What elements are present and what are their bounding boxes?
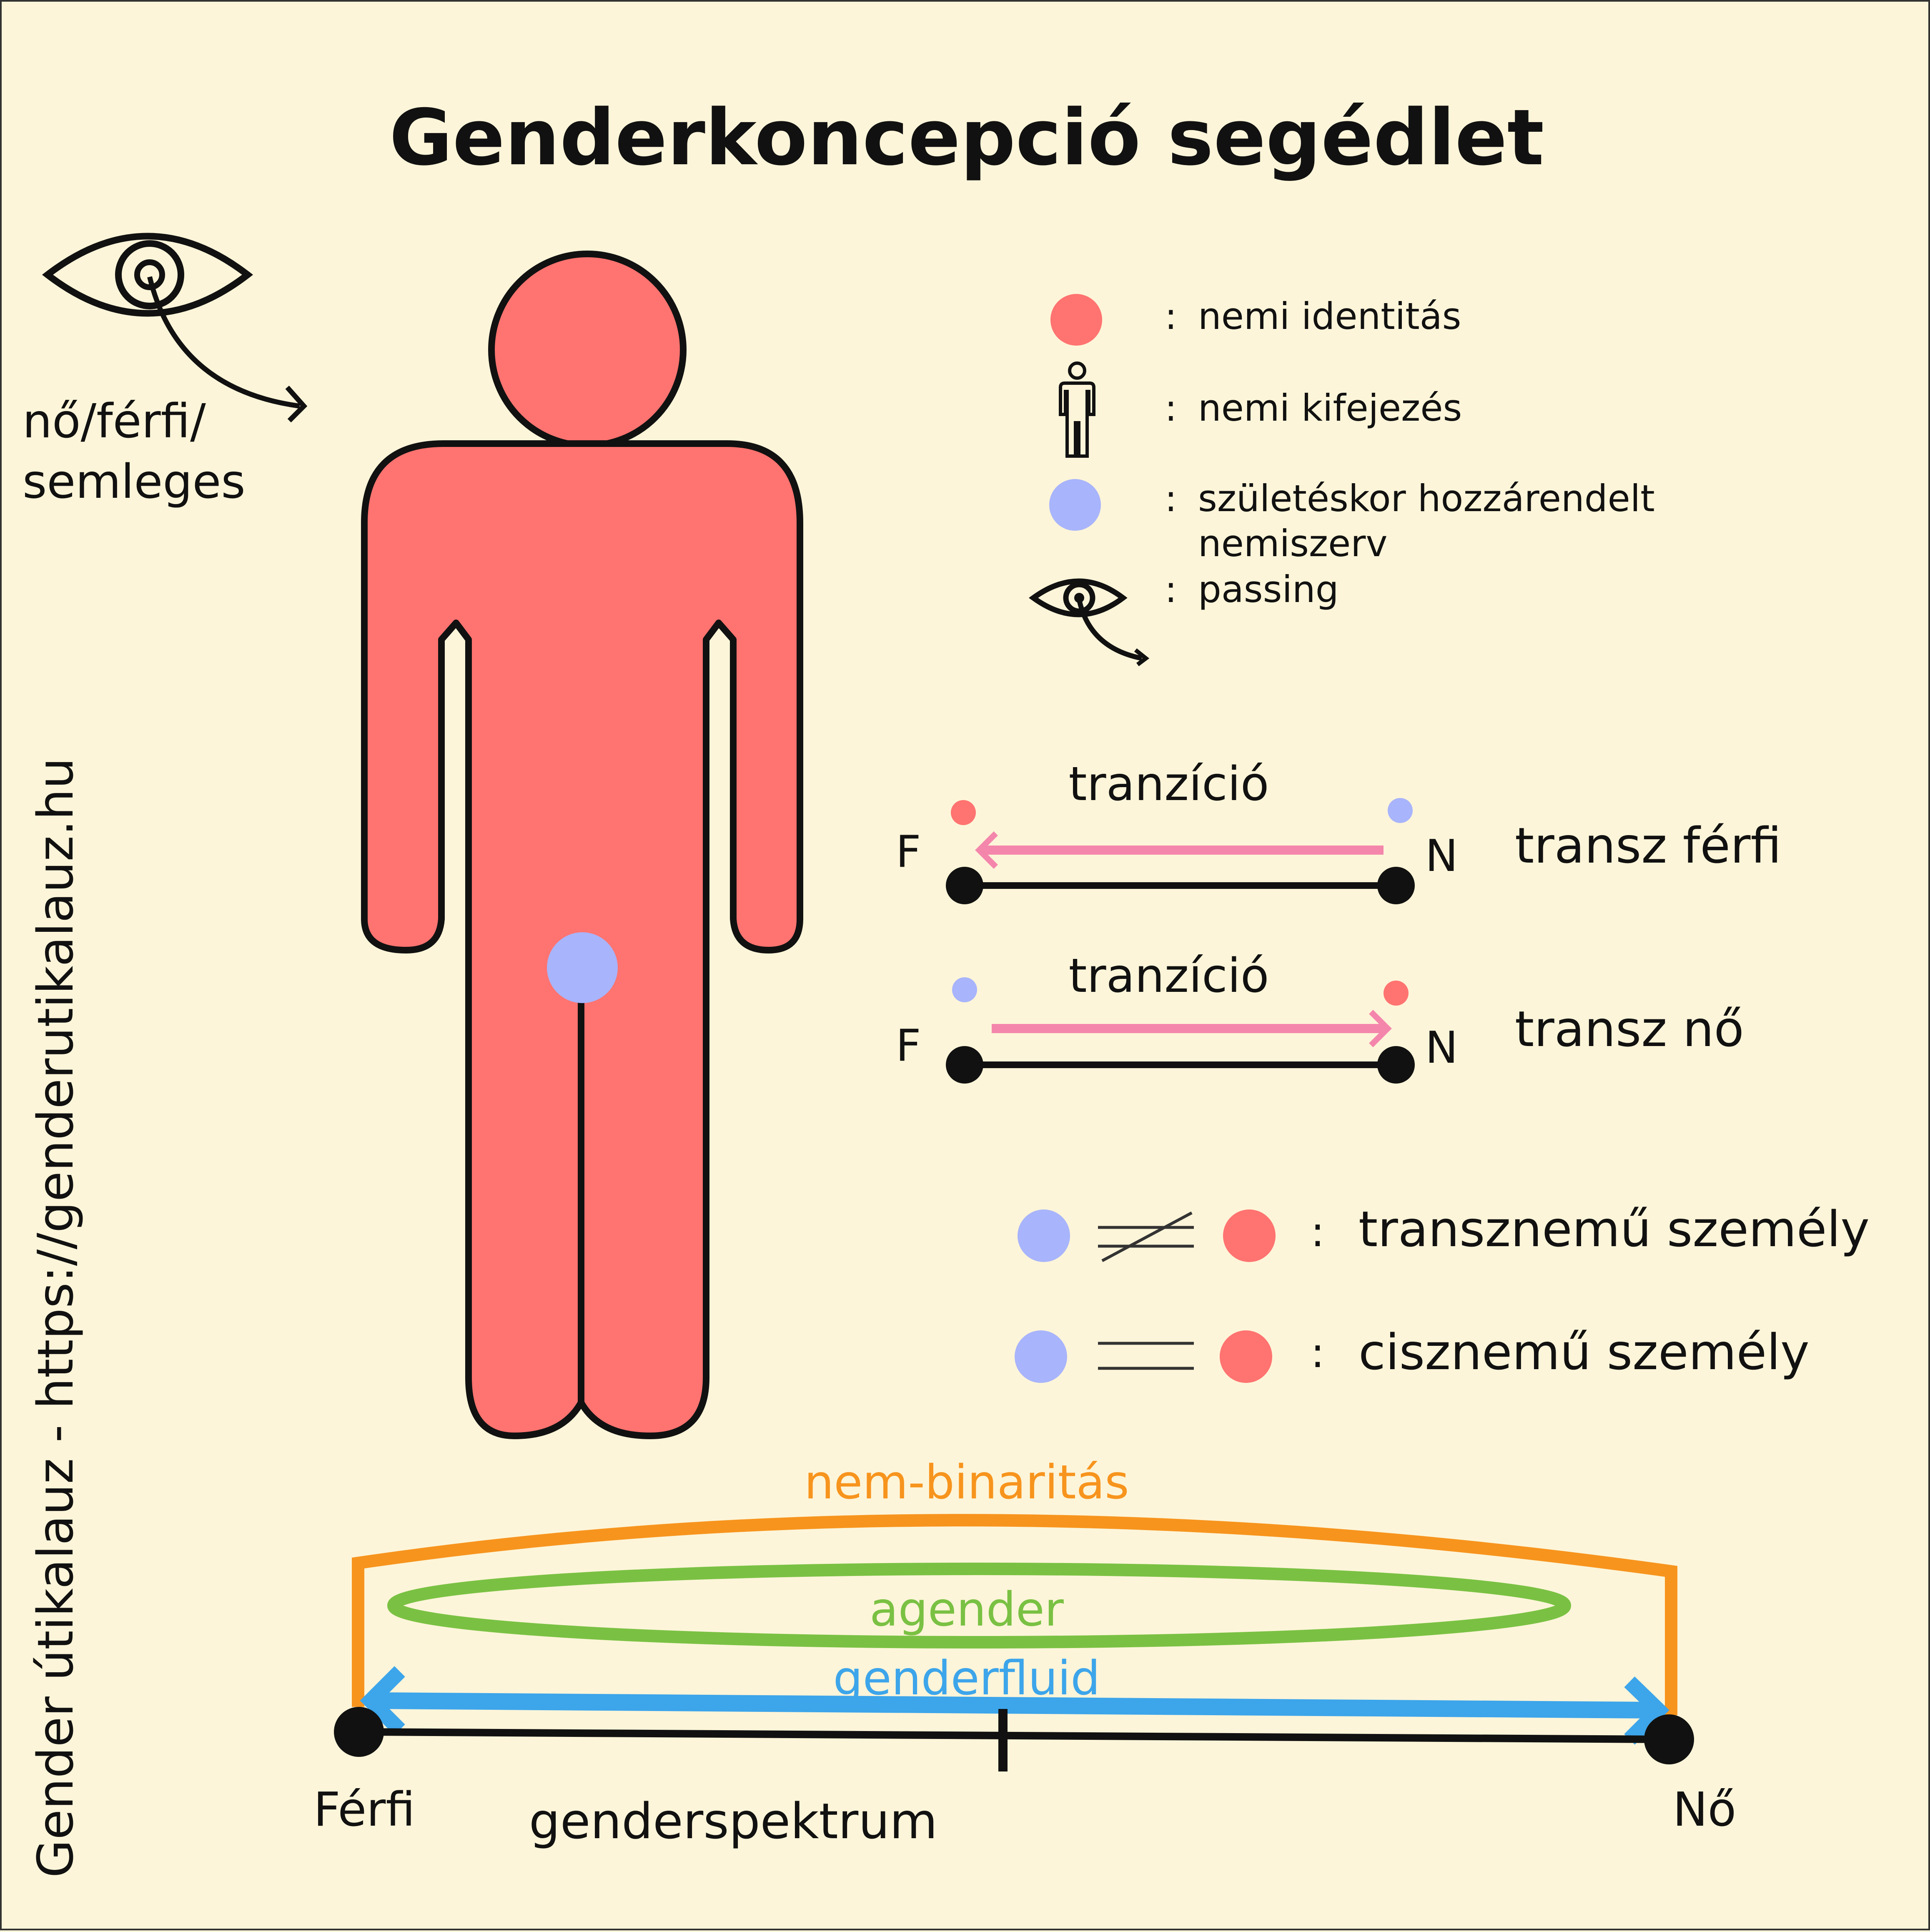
relation-sep: : <box>1311 1207 1325 1256</box>
legend-identity-label: nemi identitás <box>1198 295 1461 338</box>
spectrum-name-label: genderspektrum <box>529 1792 937 1850</box>
legend-sep-1: : <box>1165 295 1177 338</box>
transition-right-label: N <box>1425 1022 1458 1073</box>
transition-assigned-dot <box>952 977 977 1002</box>
transition-caption: tranzíció <box>1069 757 1269 811</box>
legend-assigned-dot <box>1049 479 1101 531</box>
legend: : nemi identitás : nemi kifejezés : szül… <box>1028 294 1655 666</box>
nonbinary-arc <box>352 1514 1677 1715</box>
transition-left-label: F <box>896 826 921 877</box>
not-equal-slash <box>1101 1211 1193 1262</box>
spectrum-left-label: Férfi <box>313 1783 415 1837</box>
legend-passing-label: passing <box>1198 568 1339 611</box>
gender-spectrum: nem-binaritás agender genderfluid Férfi … <box>313 1455 1736 1850</box>
person-icon <box>1059 361 1095 458</box>
transition-right-label: N <box>1425 831 1458 881</box>
transition-result-label: transz nő <box>1515 1000 1744 1058</box>
nonbinary-label: nem-binaritás <box>804 1455 1129 1510</box>
relation-cisgender: : cisznemű személy <box>1015 1323 1810 1383</box>
side-caption: Gender útikalauz - https://genderutikala… <box>27 758 84 1878</box>
transition-trans-man: tranzíció F N transz férfi <box>896 757 1782 904</box>
genderfluid-label: genderfluid <box>833 1651 1100 1706</box>
agender-label: agender <box>870 1583 1064 1637</box>
relation-transgender-label: transznemű személy <box>1359 1200 1870 1258</box>
page-title: Genderkoncepció segédlet <box>389 93 1544 183</box>
transition-identity-dot <box>1384 981 1409 1006</box>
legend-passing-eye-icon <box>1028 578 1150 666</box>
agender-ellipse <box>387 1563 1571 1648</box>
relation-transgender: : transznemű személy <box>1018 1200 1870 1262</box>
genderfluid-arrow <box>376 1692 1653 1719</box>
human-figure <box>361 251 803 1439</box>
legend-expression-label: nemi kifejezés <box>1198 386 1462 429</box>
spectrum-right-label: Nő <box>1673 1783 1736 1837</box>
legend-identity-dot <box>1050 294 1102 346</box>
relation-sep: : <box>1311 1328 1325 1377</box>
transition-trans-woman: tranzíció F N transz nő <box>896 949 1744 1084</box>
passing-eye-icon <box>42 233 308 423</box>
legend-assigned-label-line1: születéskor hozzárendelt <box>1198 477 1655 520</box>
transition-left-label: F <box>896 1020 921 1071</box>
figure-assigned-dot <box>547 932 618 1003</box>
figure-head <box>488 251 687 449</box>
transition-result-label: transz férfi <box>1515 817 1782 874</box>
passing-label-line1: nő/férfi/ <box>23 394 206 449</box>
legend-sep-3: : <box>1165 477 1177 520</box>
transition-caption: tranzíció <box>1069 949 1269 1003</box>
relation-cisgender-label: cisznemű személy <box>1359 1323 1810 1381</box>
transition-assigned-dot <box>1388 798 1413 823</box>
legend-sep-4: : <box>1165 568 1177 611</box>
spectrum-right-end <box>1644 1714 1694 1764</box>
legend-sep-2: : <box>1165 386 1177 429</box>
passing-label-line2: semleges <box>23 455 246 509</box>
legend-assigned-label-line2: nemiszerv <box>1198 522 1388 565</box>
transition-identity-dot <box>951 800 976 825</box>
spectrum-left-end <box>334 1707 384 1757</box>
spectrum-axis <box>358 1728 1669 1743</box>
